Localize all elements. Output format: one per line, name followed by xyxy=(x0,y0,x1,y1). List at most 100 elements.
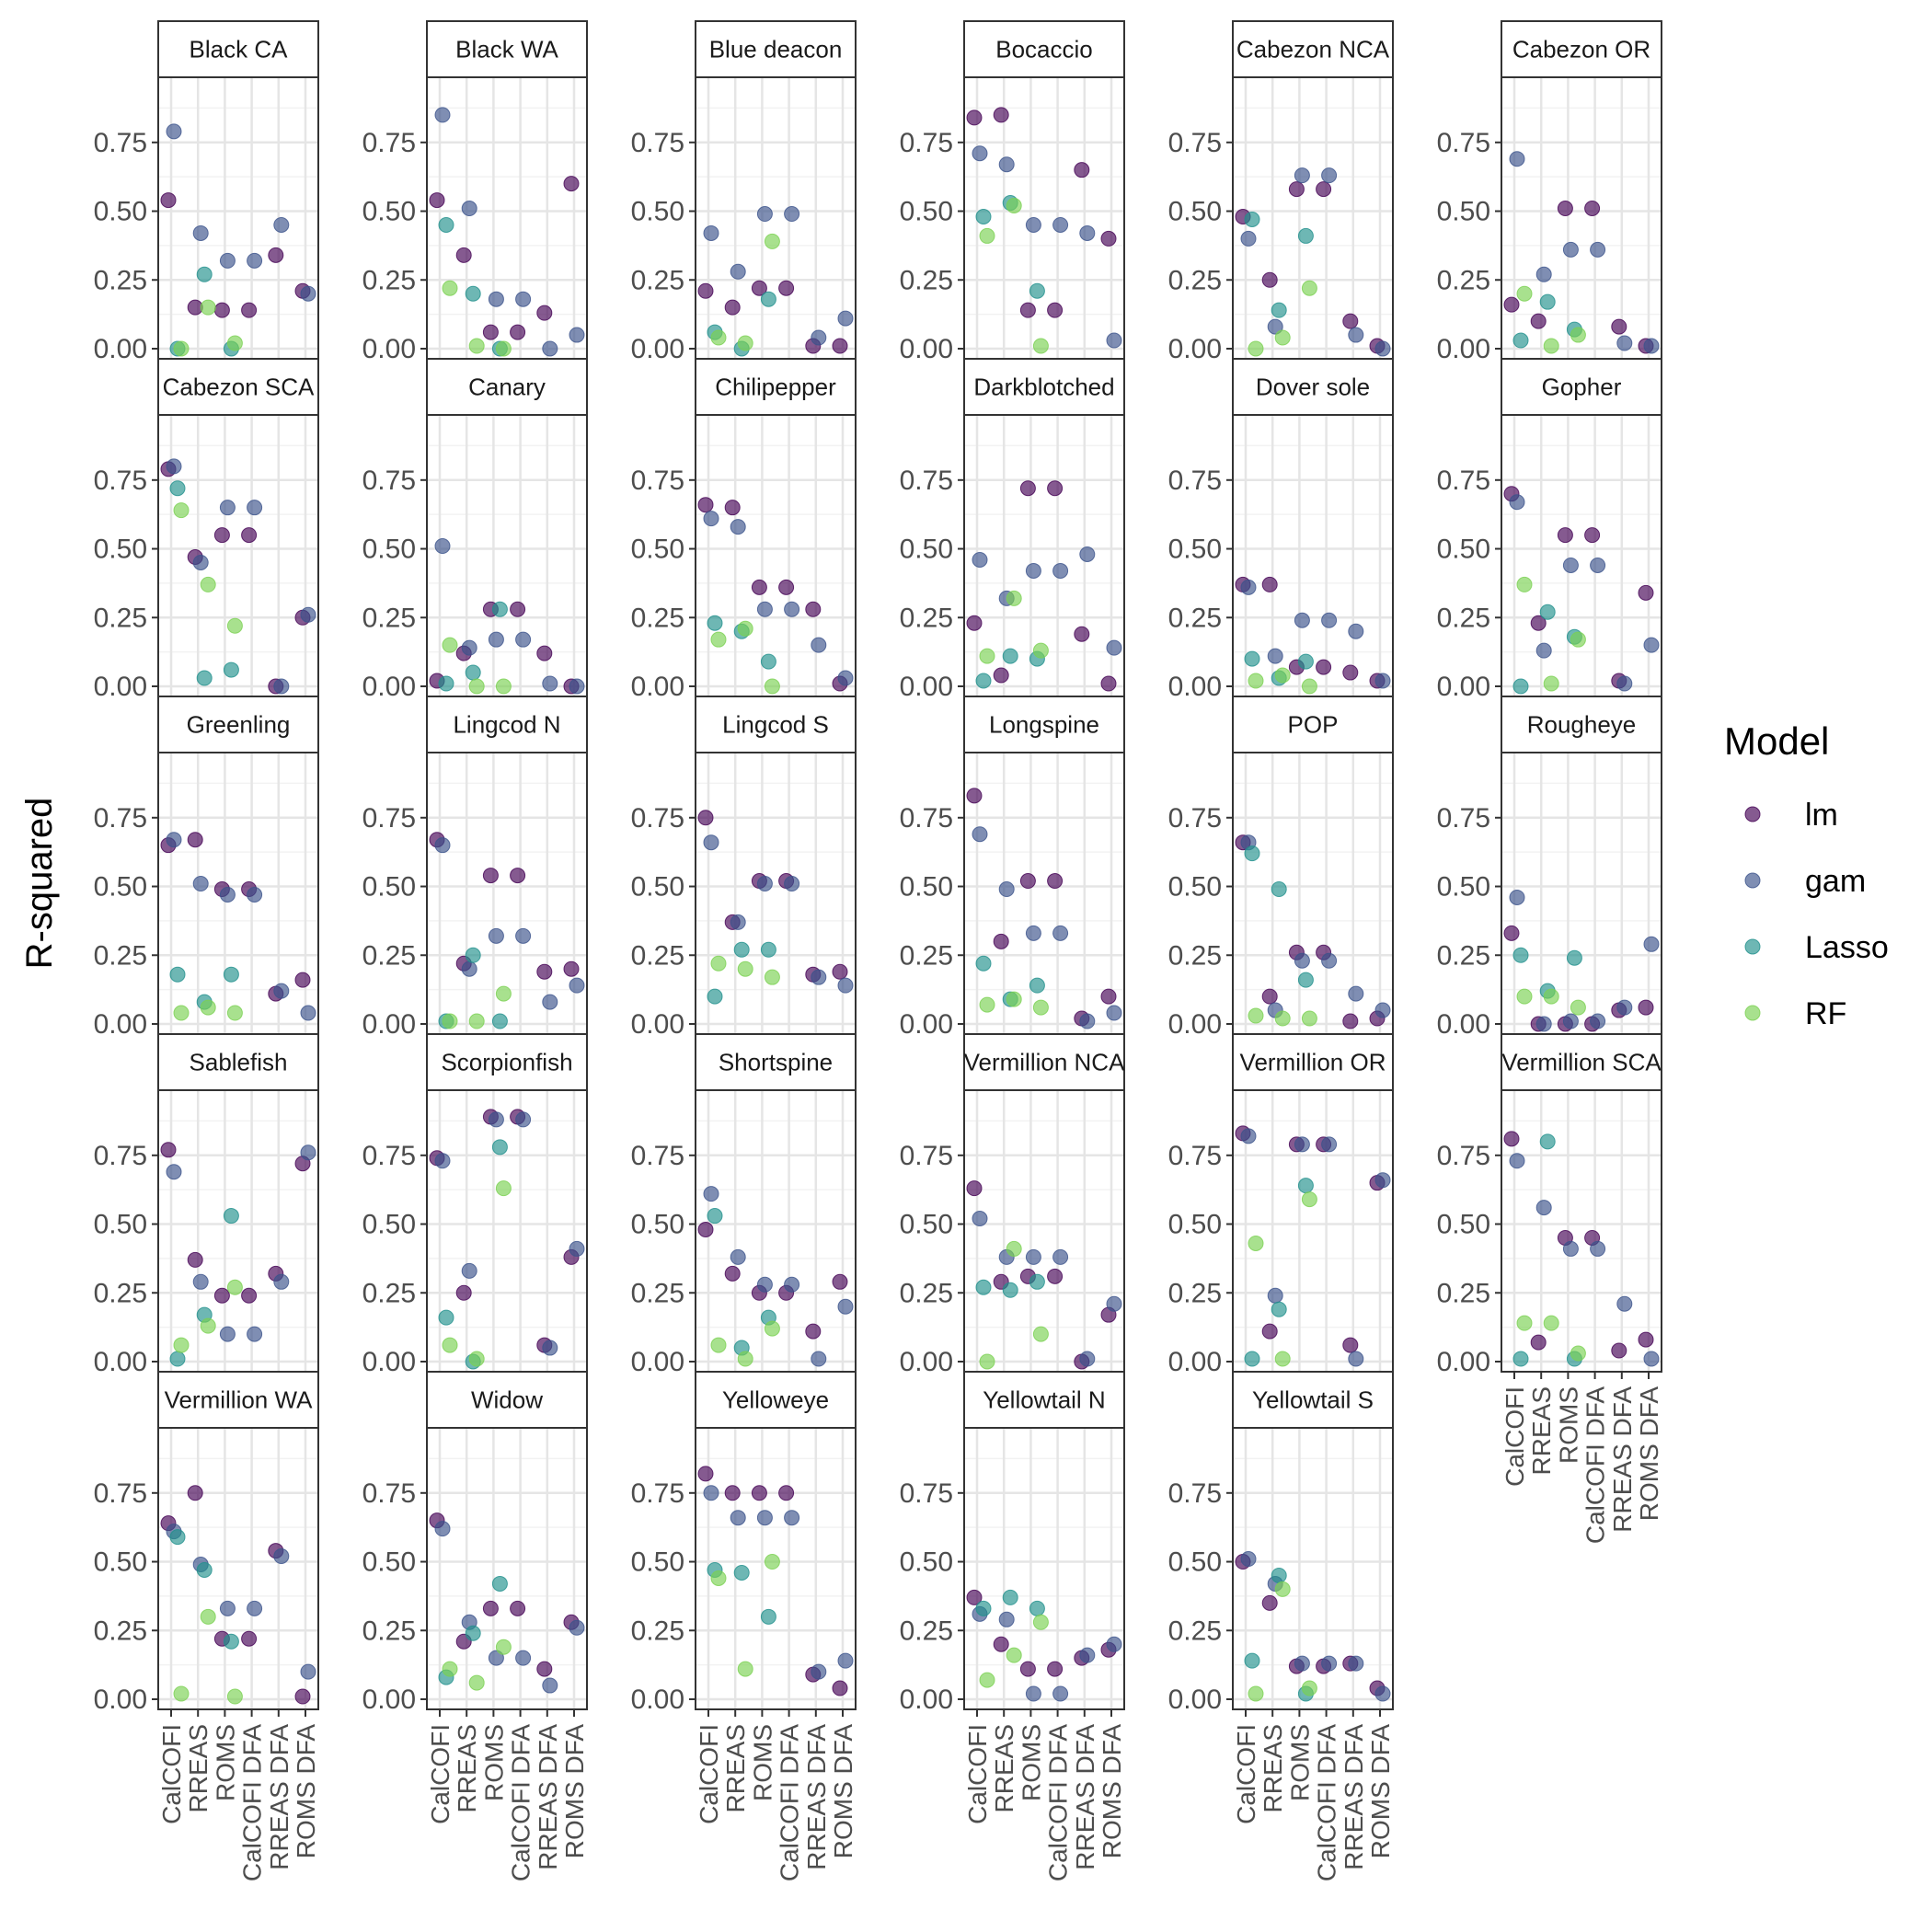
data-point-lm xyxy=(536,645,553,661)
x-tick-label: CalCOFI xyxy=(157,1724,186,1824)
legend-title: Model xyxy=(1724,719,1829,763)
panel-title: Cabezon OR xyxy=(1512,36,1650,63)
panel-title: Bocaccio xyxy=(995,36,1093,63)
data-point-lm xyxy=(697,1466,714,1482)
plot-area: 0.00 0.25 0.50 0.75 xyxy=(1437,414,1662,704)
data-point-gam xyxy=(219,886,236,903)
data-point-gam xyxy=(515,291,532,307)
panel-strip xyxy=(695,696,857,753)
plot-area: 0.00 0.25 0.50 0.75 xyxy=(1168,1089,1394,1379)
data-point-lm xyxy=(966,1180,983,1197)
data-point-gam xyxy=(166,832,182,848)
data-point-lasso xyxy=(1271,1567,1287,1583)
data-point-lm xyxy=(510,868,526,884)
panel-title: Widow xyxy=(471,1386,543,1414)
data-point-gam xyxy=(1616,675,1633,692)
y-tick-label: 0.50 xyxy=(362,535,416,565)
y-tick-label: 0.50 xyxy=(94,197,147,227)
data-point-rf xyxy=(1301,1191,1317,1208)
data-point-gam xyxy=(703,511,719,527)
data-point-gam xyxy=(1562,1240,1579,1257)
data-point-rf xyxy=(737,1351,753,1367)
data-point-gam xyxy=(1643,338,1660,354)
y-tick-label: 0.25 xyxy=(900,603,953,633)
data-point-lm xyxy=(213,527,230,544)
panel-strip xyxy=(1232,1371,1394,1429)
data-point-gam xyxy=(1321,1655,1338,1672)
x-tick-label: CalCOFI DFA xyxy=(1313,1724,1341,1881)
data-point-lm xyxy=(697,810,714,826)
data-point-gam xyxy=(273,1548,290,1565)
data-point-rf xyxy=(226,335,243,351)
y-tick-label: 0.75 xyxy=(900,1141,953,1171)
plot-area: 0.00 0.25 0.50 0.75 CalCOFIRREASROMSCalCOFI … xyxy=(1168,1427,1395,1881)
data-point-rf xyxy=(1543,675,1559,692)
panel-widow: Widow 0.00 0.25 0.50 0.75 CalCOFIRREASROMSCal… xyxy=(362,1371,589,1881)
y-tick-label: 0.75 xyxy=(94,1478,147,1509)
data-point-gam xyxy=(434,1521,451,1537)
panel-strip xyxy=(157,358,319,416)
data-point-lm xyxy=(1100,230,1117,247)
data-point-rf xyxy=(173,1685,190,1702)
data-point-rf xyxy=(173,1337,190,1353)
plot-area: 0.00 0.25 0.50 0.75 CalCOFIRREASROMSCalCOFI … xyxy=(1437,1089,1663,1544)
y-tick-label: 0.50 xyxy=(1168,197,1222,227)
data-point-lm xyxy=(510,324,526,340)
y-tick-label: 0.25 xyxy=(631,1278,684,1308)
panel-lingcod-n: Lingcod N 0.00 0.25 0.50 0.75 xyxy=(362,696,588,1041)
data-point-lm xyxy=(510,601,526,617)
plot-background xyxy=(1233,1428,1393,1709)
data-point-gam xyxy=(300,1005,316,1021)
plot-area: 0.00 0.25 0.50 0.75 xyxy=(1437,752,1662,1041)
y-tick-label: 0.25 xyxy=(362,940,416,971)
data-point-lm xyxy=(1638,584,1654,601)
data-point-gam xyxy=(1052,1685,1069,1702)
data-point-gam xyxy=(972,826,988,843)
data-point-rf xyxy=(764,1554,780,1570)
x-tick-label: ROMS DFA xyxy=(1098,1724,1126,1859)
panel-title: Vermillion OR xyxy=(1240,1049,1386,1076)
y-tick-label: 0.00 xyxy=(1168,672,1222,702)
x-tick-label: ROMS xyxy=(1017,1724,1045,1801)
panel-scorpionfish: Scorpionfish 0.00 0.25 0.50 0.75 xyxy=(362,1033,588,1379)
plot-area: 0.00 0.25 0.50 0.75 xyxy=(900,1089,1125,1379)
data-point-gam xyxy=(756,1276,773,1293)
panel-title: Greenling xyxy=(187,711,291,739)
data-point-lm xyxy=(241,1630,258,1647)
data-point-lasso xyxy=(223,966,239,983)
legend-label-gam: gam xyxy=(1805,864,1866,899)
data-point-lasso xyxy=(465,1625,481,1641)
data-point-gam xyxy=(1240,1128,1257,1144)
data-point-lm xyxy=(697,1222,714,1238)
data-point-lasso xyxy=(169,1529,186,1546)
data-point-lm xyxy=(1047,480,1064,497)
data-point-rf xyxy=(1543,1315,1559,1331)
data-point-rf xyxy=(1006,1240,1022,1257)
data-point-rf xyxy=(1301,678,1317,695)
panel-yellowtail-s: Yellowtail S0.000.250.500.75CalCOFIRREAS… xyxy=(1168,1371,1395,1881)
y-tick-label: 0.25 xyxy=(631,603,684,633)
data-point-lm xyxy=(697,282,714,299)
y-tick-label: 0.25 xyxy=(94,603,147,633)
data-point-rf xyxy=(173,502,190,519)
data-point-lasso xyxy=(438,1309,454,1326)
data-point-gam xyxy=(542,1677,558,1694)
data-point-gam xyxy=(1535,1016,1552,1032)
legend-key-rf xyxy=(1744,1005,1761,1021)
x-tick-label: RREAS xyxy=(721,1724,750,1812)
x-tick-label: RREAS xyxy=(1527,1386,1556,1475)
data-point-lm xyxy=(187,1251,203,1268)
data-point-rf xyxy=(710,955,727,972)
data-point-rf xyxy=(710,631,727,648)
data-point-rf xyxy=(226,1279,243,1295)
legend-key-gam xyxy=(1744,872,1761,889)
y-tick-label: 0.25 xyxy=(94,265,147,295)
data-point-gam xyxy=(1025,925,1041,941)
data-point-lm xyxy=(1316,181,1332,198)
data-point-lasso xyxy=(733,1564,750,1581)
data-point-rf xyxy=(1516,988,1533,1005)
data-point-gam xyxy=(1079,1013,1096,1029)
data-point-rf xyxy=(468,1674,485,1691)
plot-background xyxy=(158,753,318,1034)
x-tick-label: ROMS DFA xyxy=(292,1724,320,1859)
